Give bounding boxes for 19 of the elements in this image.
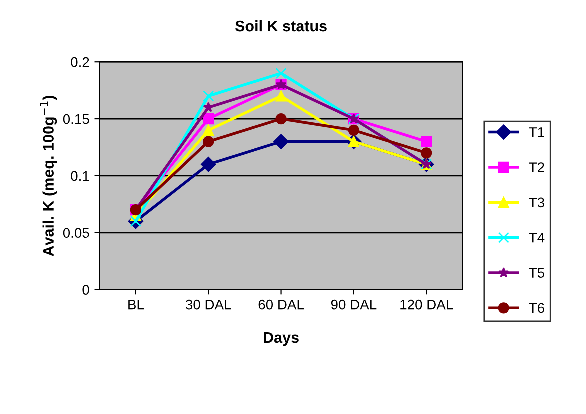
- y-tick-label: 0.05: [63, 228, 90, 238]
- y-tick-label: 0.2: [71, 57, 90, 68]
- chart-title: Soil K status: [235, 20, 327, 32]
- legend-label: T6: [529, 303, 544, 314]
- y-tick-label: 0.15: [63, 114, 90, 124]
- y-axis-title: Avail. K (meq. 100g$^{−1}$): [40, 96, 58, 256]
- x-tick-label: 30 DAL: [186, 300, 232, 310]
- x-tick-label: 60 DAL: [258, 300, 304, 310]
- x-tick-label: 120 DAL: [400, 300, 454, 310]
- legend-label: T3: [529, 198, 544, 208]
- y-tick-label: 0.1: [71, 171, 90, 182]
- legend-label: T5: [529, 268, 544, 278]
- x-axis-title: Days: [264, 332, 299, 346]
- legend-label: T2: [529, 162, 544, 172]
- legend-label: T4: [529, 233, 545, 243]
- legend-label: T1: [529, 128, 544, 138]
- x-tick-label: BL: [128, 300, 144, 310]
- x-tick-label: 90 DAL: [331, 300, 377, 310]
- y-tick-label: 0: [82, 285, 90, 295]
